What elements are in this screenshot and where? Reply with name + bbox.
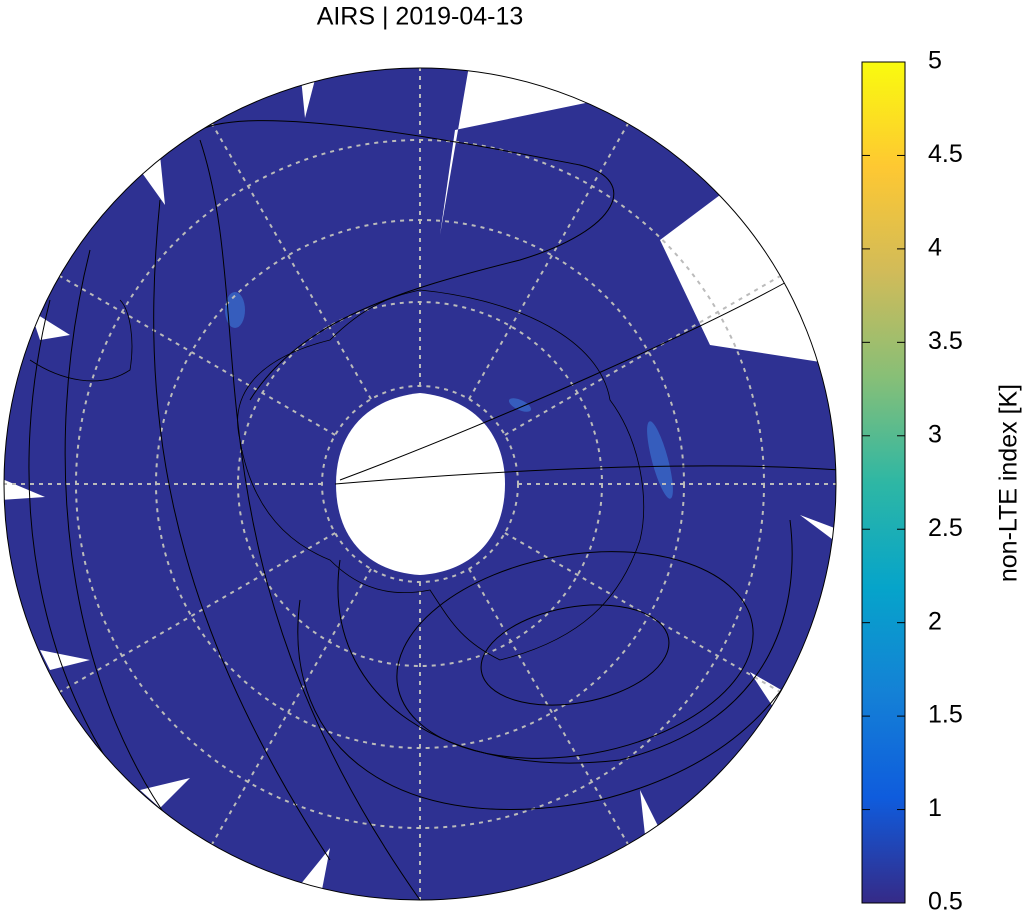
colorbar-tick-label: 2.5 [928, 514, 963, 542]
longitude-line [204, 111, 372, 400]
hotspots [225, 292, 673, 499]
coastlines [29, 289, 645, 661]
longitude-line [47, 268, 336, 436]
colorbar-tick-label: 3 [928, 420, 942, 448]
colorbar-tick-label: 4 [928, 233, 942, 261]
colorbar-ticks: 0.5 1 1.5 2 2.5 3 3.5 4 4.5 5 [862, 47, 963, 916]
map [4, 68, 836, 900]
colorbar-tick-label: 2 [928, 607, 942, 635]
longitude-line [47, 532, 336, 700]
colorbar-tick-label: 4.5 [928, 140, 963, 168]
colorbar-label: non-LTE index [K] [995, 384, 1023, 582]
graticule [4, 68, 836, 900]
longitude-line [468, 111, 636, 400]
chart-title: AIRS | 2019-04-13 [317, 3, 524, 31]
colorbar-tick-label: 1.5 [928, 701, 963, 729]
longitude-line [204, 568, 372, 857]
longitude-line [504, 532, 793, 700]
longitude-line [468, 568, 636, 857]
colorbar-tick-label: 5 [928, 47, 942, 75]
map-border [3, 67, 837, 901]
colorbar-tick-label: 0.5 [928, 888, 963, 913]
colorbar [861, 61, 906, 904]
colorbar-tick-label: 1 [928, 794, 942, 822]
contours [28, 120, 836, 900]
colorbar-tick-label: 3.5 [928, 327, 963, 355]
longitude-line [504, 268, 793, 436]
